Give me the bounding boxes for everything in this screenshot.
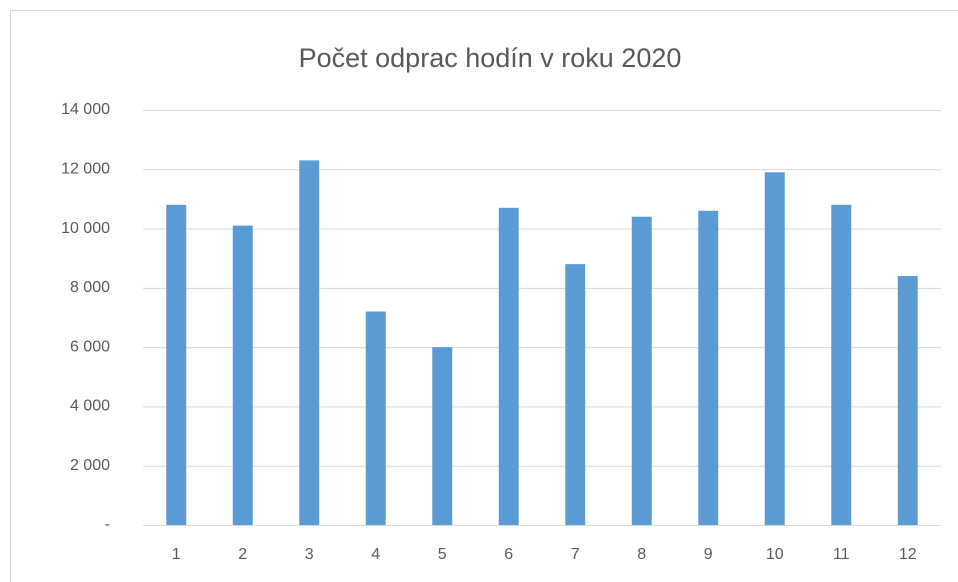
x-tick-label: 1	[172, 546, 181, 563]
bar	[631, 216, 652, 525]
bar	[698, 210, 719, 526]
bar	[432, 347, 453, 525]
y-tick-label: 14 000	[61, 101, 110, 118]
y-tick-label: 8 000	[70, 279, 110, 296]
x-tick-label: 12	[899, 546, 917, 563]
bar	[365, 311, 386, 525]
y-tick-label: 6 000	[70, 338, 110, 355]
x-tick-label: 7	[571, 546, 580, 563]
x-tick-label: 11	[833, 546, 850, 563]
bar	[831, 204, 852, 525]
x-tick-label: 4	[371, 546, 380, 563]
bar	[897, 276, 918, 525]
bar	[565, 264, 586, 525]
bar	[764, 172, 785, 525]
x-tick-label: 6	[504, 546, 513, 563]
x-tick-label: 2	[238, 546, 247, 563]
x-tick-label: 8	[637, 546, 646, 563]
bar	[299, 160, 320, 525]
chart-border	[10, 10, 958, 582]
y-tick-label: 12 000	[61, 161, 110, 178]
y-tick-label: 2 000	[70, 457, 110, 474]
x-tick-label: 9	[704, 546, 713, 563]
bar	[232, 225, 253, 525]
x-tick-label: 10	[766, 546, 784, 563]
y-tick-label: 4 000	[70, 398, 110, 415]
x-tick-label: 3	[305, 546, 314, 563]
y-tick-label: -	[105, 516, 110, 533]
bar	[166, 204, 187, 525]
y-tick-label: 10 000	[61, 220, 110, 237]
bar	[498, 207, 519, 526]
chart-title: Počet odprac hodín v roku 2020	[299, 43, 682, 73]
x-tick-label: 5	[438, 546, 447, 563]
